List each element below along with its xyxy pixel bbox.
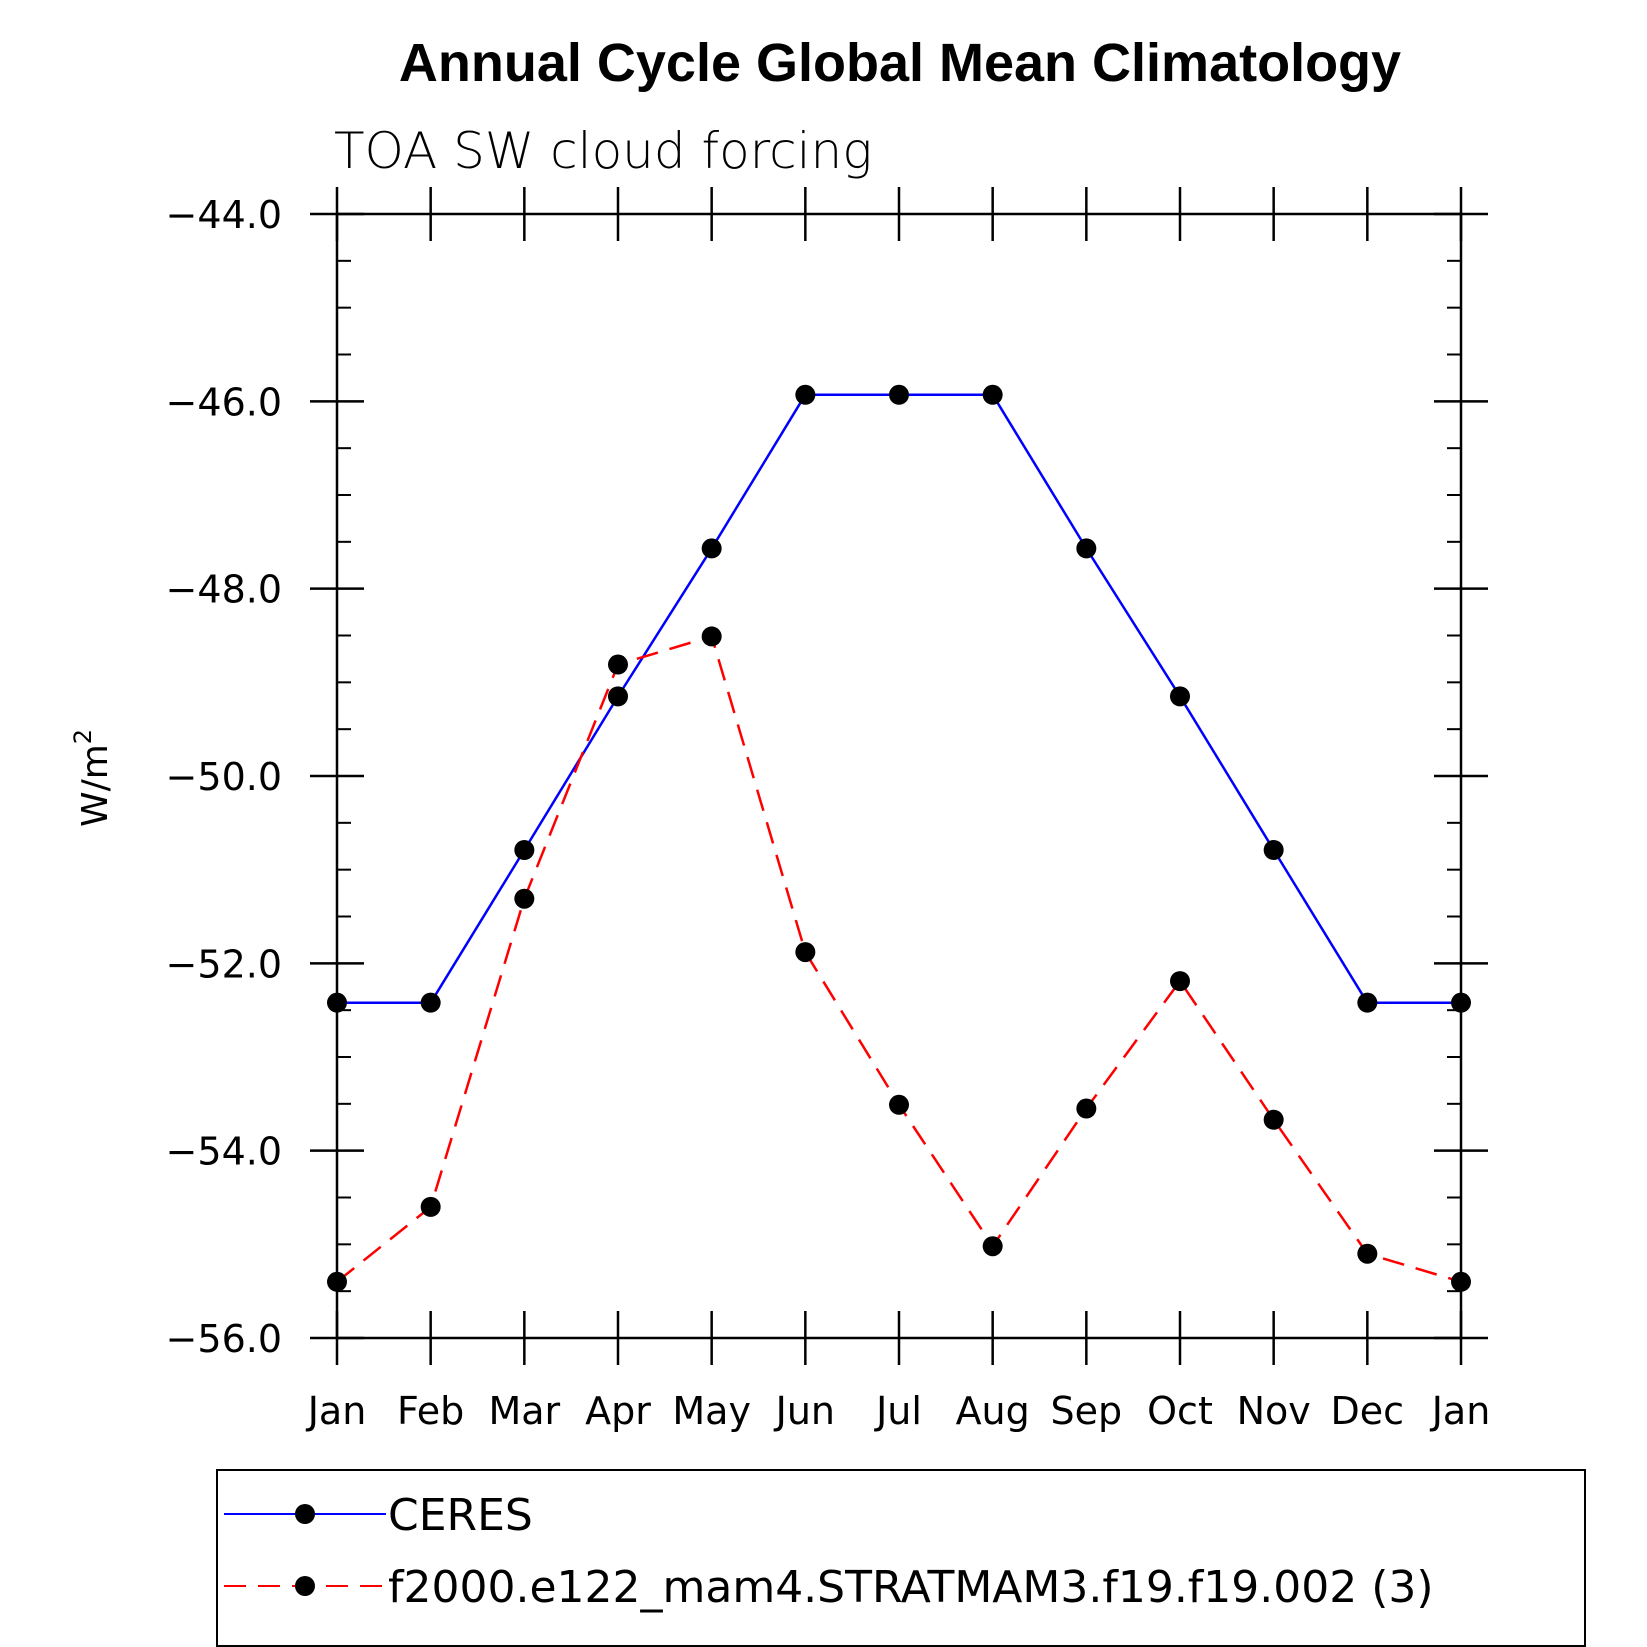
y-axis-label-superscript: 2 <box>69 729 97 744</box>
x-tick-label-0: Jan <box>306 1389 367 1433</box>
series-0-point-4 <box>701 538 722 559</box>
series-1-point-5 <box>795 942 816 963</box>
series-0-point-12 <box>1451 992 1471 1013</box>
x-tick-label-10: Nov <box>1237 1389 1311 1433</box>
series-1-point-10 <box>1263 1109 1284 1130</box>
series-line-1 <box>336 634 1462 1283</box>
series-0-point-6 <box>889 384 909 405</box>
x-tick-labels: Jan Feb Mar Apr May Jun Jul Aug Sep Oct Nov Dec Jan <box>306 1389 1491 1433</box>
series-1-point-12 <box>1451 1271 1471 1292</box>
plot-frame <box>335 212 1463 1340</box>
series-0-point-11 <box>1357 992 1378 1013</box>
series-0-point-8 <box>1076 538 1097 559</box>
series-1-point-8 <box>1076 1098 1097 1119</box>
legend: CERES f2000.e122_mam4.STRATMAM3.f19.f19.… <box>216 1469 1586 1647</box>
series-1-point-9 <box>1170 971 1190 992</box>
y-tick-label-4: −52.0 <box>166 942 282 986</box>
series-0-point-1 <box>420 992 441 1013</box>
chart-subtitle: TOA SW cloud forcing <box>334 122 872 180</box>
x-tick-label-2: Mar <box>488 1389 560 1433</box>
series-0-point-5 <box>795 384 816 405</box>
x-tick-label-1: Feb <box>397 1389 464 1433</box>
legend-marker-ceres <box>295 1504 315 1524</box>
y-tick-label-2: −48.0 <box>166 568 282 612</box>
series-0-point-0 <box>327 992 347 1013</box>
x-tick-label-8: Sep <box>1051 1389 1123 1433</box>
y-tick-labels: −44.0 −46.0 −48.0 −50.0 −52.0 −54.0 −56.0 <box>166 193 282 1361</box>
x-tick-label-11: Dec <box>1331 1389 1405 1433</box>
series-lines <box>336 393 1462 1283</box>
series-line-0 <box>337 393 1461 1004</box>
legend-box <box>216 1469 1586 1647</box>
series-0-point-2 <box>514 839 535 860</box>
x-tick-label-6: Jul <box>874 1389 922 1433</box>
series-1-point-4 <box>701 626 722 647</box>
legend-label-ceres: CERES <box>388 1490 533 1541</box>
series-1-point-1 <box>420 1196 441 1217</box>
series-1-point-2 <box>514 888 535 909</box>
series-0-point-10 <box>1263 839 1284 860</box>
chart-title: Annual Cycle Global Mean Climatology <box>399 33 1401 93</box>
series-1-point-3 <box>608 654 628 675</box>
series-1-point-0 <box>327 1271 347 1292</box>
x-tick-label-4: May <box>672 1389 751 1433</box>
y-tick-label-5: −54.0 <box>166 1130 282 1174</box>
y-tick-label-0: −44.0 <box>166 193 282 237</box>
legend-marker-model <box>295 1576 315 1596</box>
x-tick-label-12: Jan <box>1430 1389 1491 1433</box>
y-tick-label-6: −56.0 <box>166 1317 282 1361</box>
series-0-point-9 <box>1170 686 1190 707</box>
y-tick-label-1: −46.0 <box>166 380 282 424</box>
series-1-point-11 <box>1357 1243 1378 1264</box>
axes-ticks <box>310 187 1488 1365</box>
series-0-point-3 <box>608 686 628 707</box>
series-markers <box>327 384 1471 1292</box>
y-axis-label: W/m2 <box>69 729 116 827</box>
series-1-point-6 <box>889 1094 909 1115</box>
x-tick-label-5: Jun <box>774 1389 835 1433</box>
legend-label-model: f2000.e122_mam4.STRATMAM3.f19.f19.002 (3… <box>388 1562 1434 1613</box>
series-1-point-7 <box>982 1236 1003 1257</box>
x-tick-label-9: Oct <box>1147 1389 1213 1433</box>
series-0-point-7 <box>982 384 1003 405</box>
y-tick-label-3: −50.0 <box>166 755 282 799</box>
x-tick-label-7: Aug <box>956 1389 1030 1433</box>
x-tick-label-3: Apr <box>585 1389 651 1433</box>
